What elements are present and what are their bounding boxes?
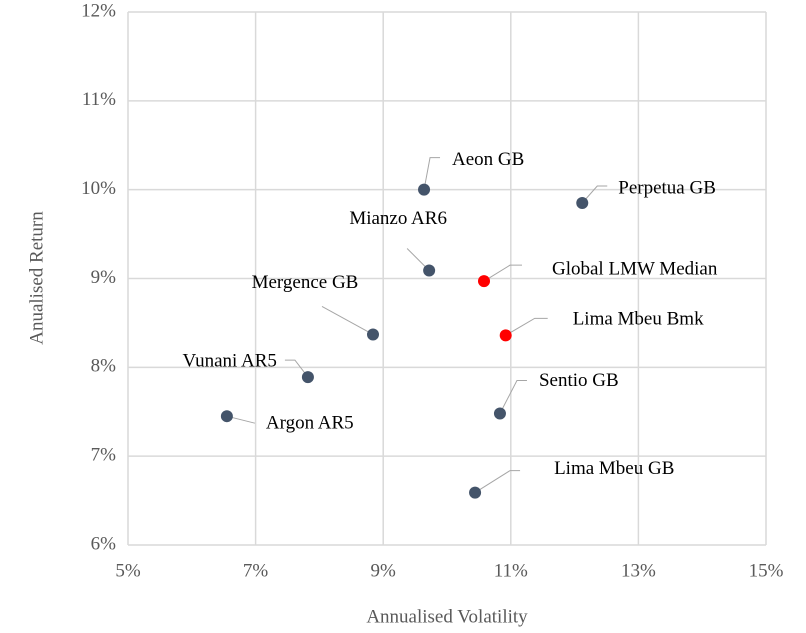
point-label: Mergence GB <box>252 272 359 293</box>
x-tick-label: 15% <box>749 560 784 581</box>
point <box>301 371 314 384</box>
point-label: Aeon GB <box>452 149 524 170</box>
point-label: Sentio GB <box>539 370 619 391</box>
leader-line <box>423 157 441 190</box>
point-label: Argon AR5 <box>266 413 354 434</box>
y-axis-title: Anualised Return <box>26 211 47 345</box>
point <box>493 407 506 420</box>
x-tick-label: 11% <box>494 560 528 581</box>
x-tick-label: 5% <box>115 560 141 581</box>
y-tick-label: 9% <box>91 267 117 288</box>
point-label: Lima Mbeu Bmk <box>573 309 704 330</box>
leader-line <box>505 317 548 336</box>
leader-line <box>499 380 527 414</box>
point <box>469 486 482 499</box>
point-label: Vunani AR5 <box>183 350 277 371</box>
y-tick-label: 12% <box>81 0 116 21</box>
point <box>220 410 233 423</box>
point <box>423 264 436 277</box>
point <box>499 329 512 342</box>
x-axis-title: Annualised Volatility <box>366 606 528 627</box>
point <box>418 183 431 196</box>
y-tick-label: 7% <box>91 445 117 466</box>
point-label: Mianzo AR6 <box>349 208 447 229</box>
y-tick-label: 11% <box>82 89 116 110</box>
point <box>576 196 589 209</box>
y-tick-label: 8% <box>91 356 117 377</box>
leader-line <box>483 264 523 282</box>
leader-line <box>474 470 521 494</box>
leader-line <box>581 185 608 204</box>
x-tick-label: 9% <box>371 560 397 581</box>
point <box>478 275 491 288</box>
point-label: Lima Mbeu GB <box>554 458 674 479</box>
leader-line <box>321 306 374 335</box>
point-label: Global LMW Median <box>552 259 718 280</box>
leader-line <box>284 359 309 378</box>
y-tick-label: 6% <box>91 533 117 554</box>
point <box>366 328 379 341</box>
x-tick-label: 13% <box>621 560 656 581</box>
x-tick-label: 7% <box>243 560 269 581</box>
y-tick-label: 10% <box>81 178 116 199</box>
point-label: Perpetua GB <box>618 177 716 198</box>
